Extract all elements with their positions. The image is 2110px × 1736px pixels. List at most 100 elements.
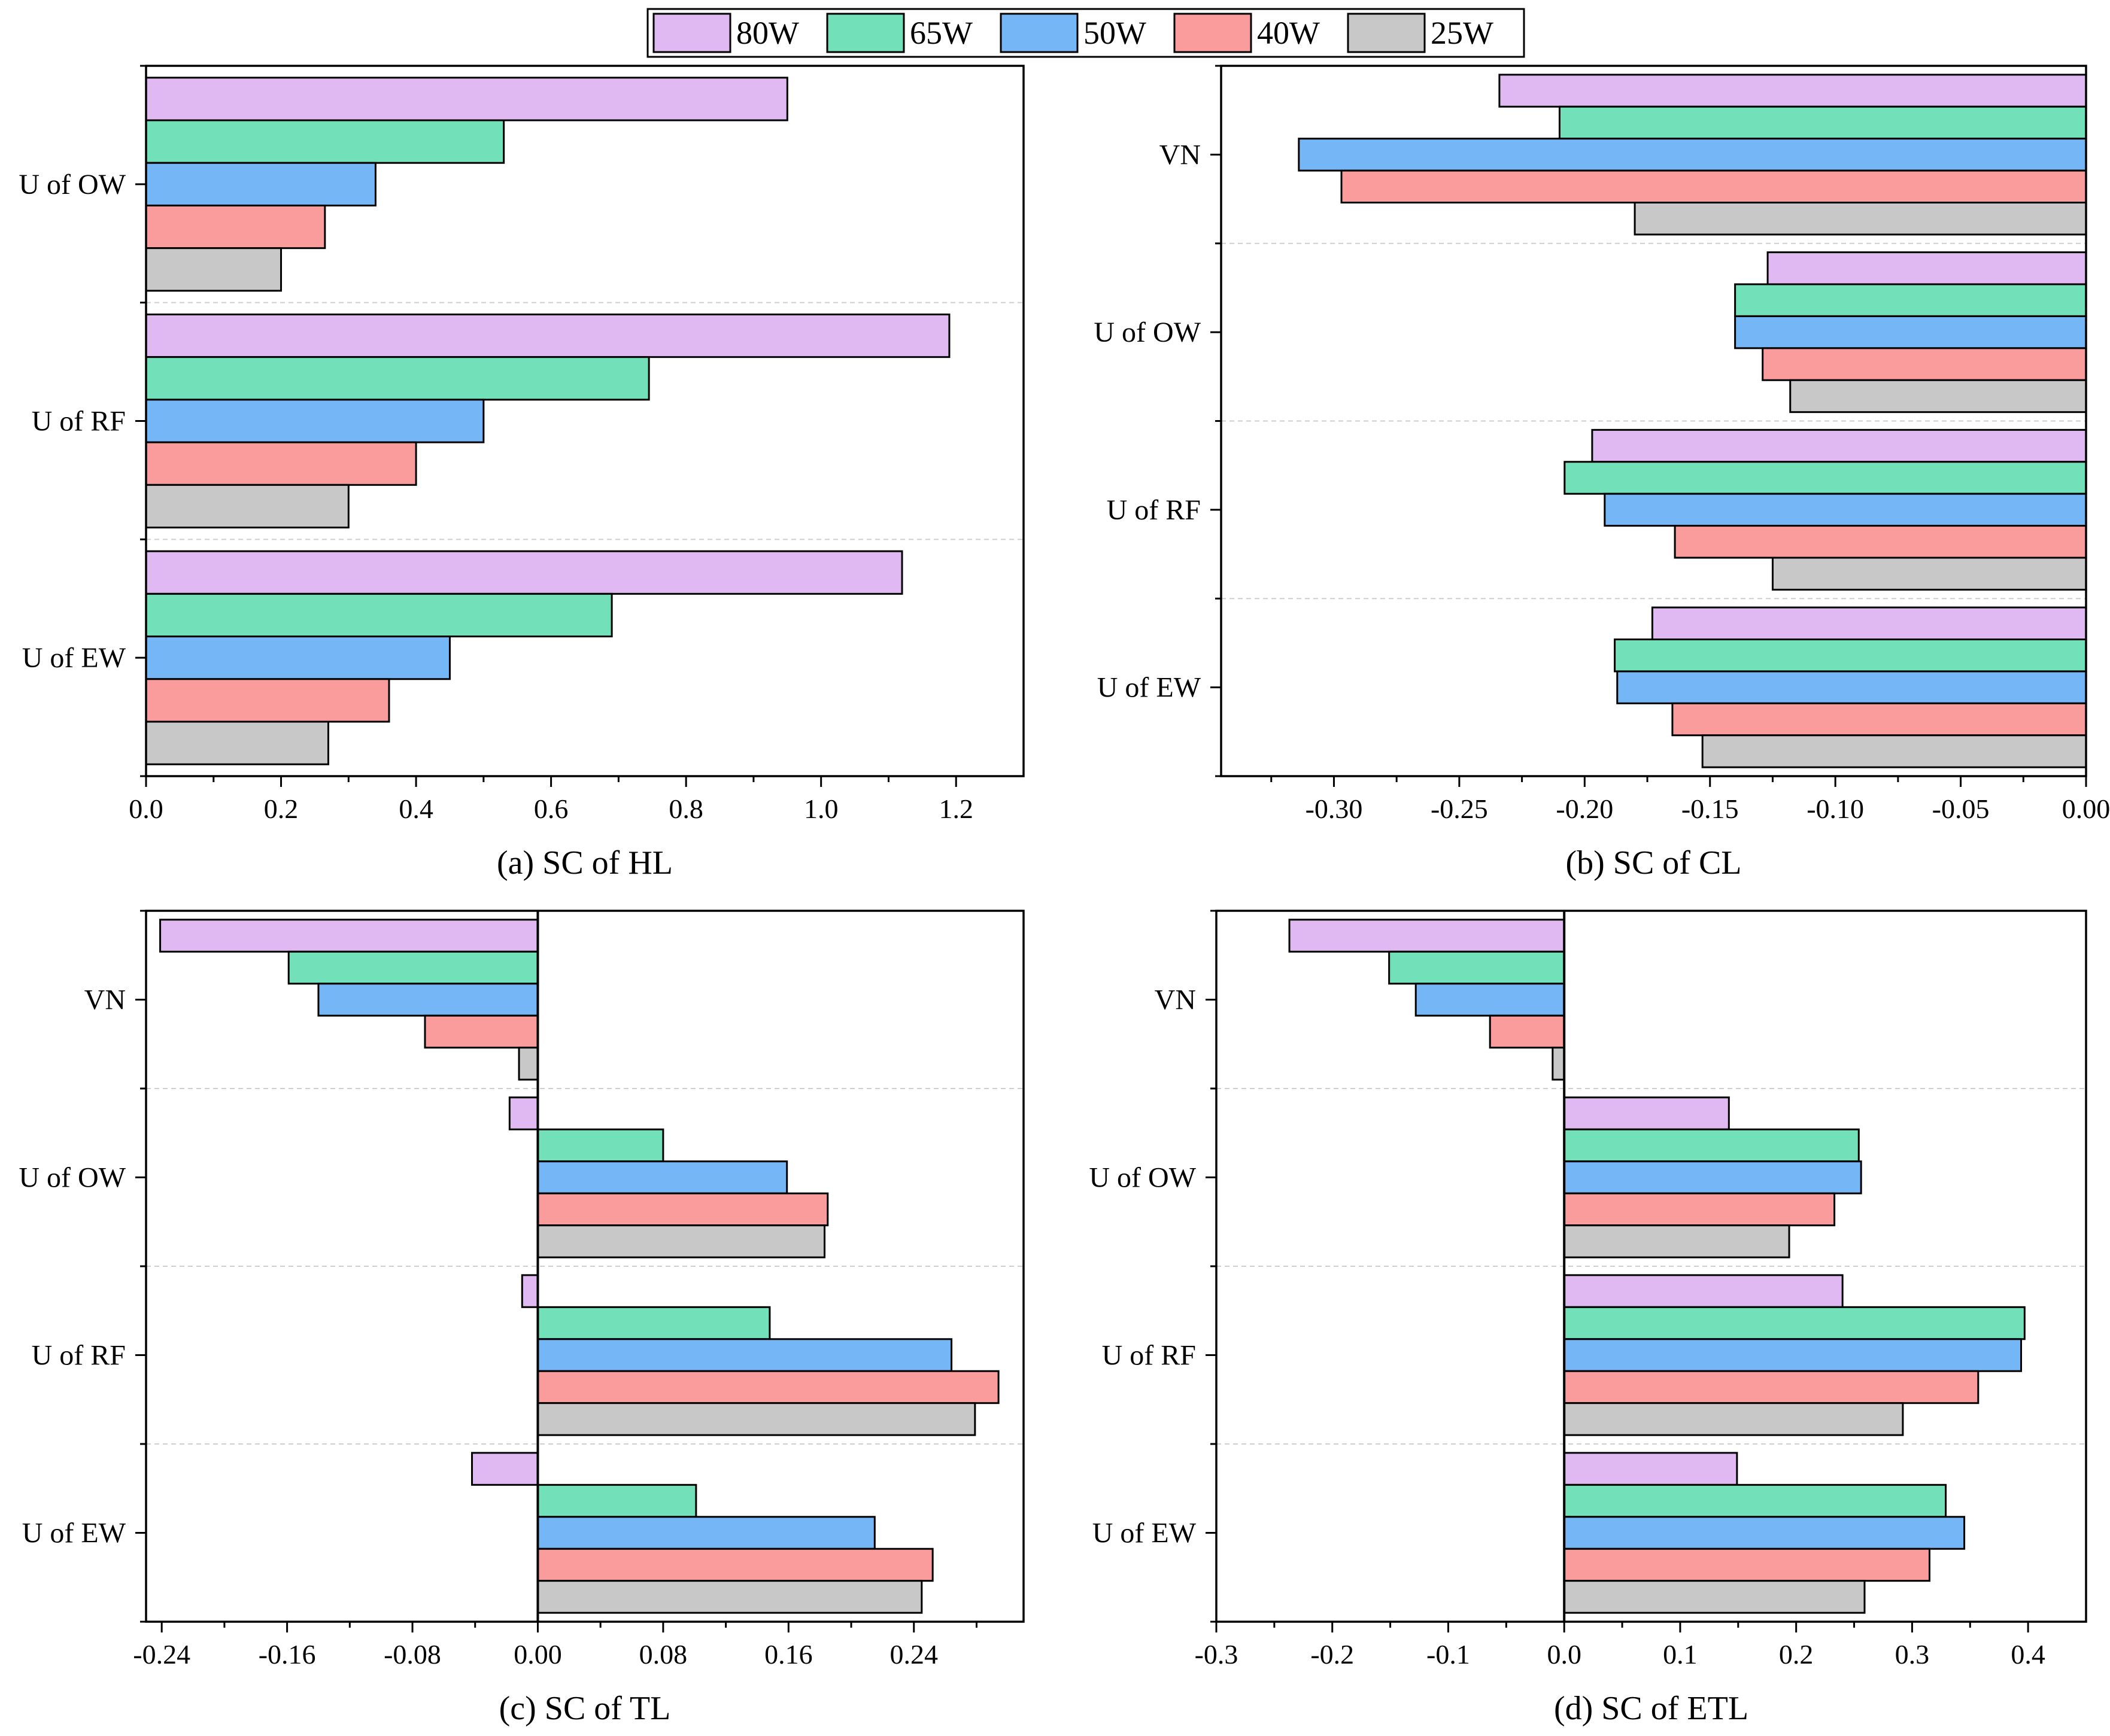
bar-40W-vn <box>1340 169 2087 203</box>
category-label: U of EW <box>22 642 126 674</box>
bar-80W-u-of-ew <box>471 1452 539 1486</box>
bar-65W-vn <box>1388 950 1565 985</box>
category-label: U of RF <box>32 406 126 437</box>
bar-80W-u-of-rf <box>145 313 951 358</box>
bar-40W-u-of-ow <box>1563 1192 1836 1227</box>
bar-40W-u-of-rf <box>145 441 417 486</box>
panel-caption: (b) SC of CL <box>1566 844 1742 881</box>
bar-50W-vn <box>317 983 539 1017</box>
legend-label-40W: 40W <box>1257 15 1320 51</box>
bar-80W-u-of-ow <box>1766 251 2087 285</box>
bar-25W-vn <box>1634 201 2087 236</box>
x-tick-label: 0.8 <box>669 793 703 824</box>
bar-80W-u-of-ew <box>1651 606 2087 641</box>
x-tick-label: -0.20 <box>1556 793 1613 824</box>
x-tick-label: 1.2 <box>939 793 973 824</box>
category-label: VN <box>1155 984 1196 1016</box>
bar-65W-u-of-ow <box>145 119 505 164</box>
bar-65W-u-of-rf <box>1563 461 2087 495</box>
x-tick-label: 0.0 <box>129 793 163 824</box>
category-label: U of EW <box>1092 1518 1197 1549</box>
x-tick-label: 0.0 <box>1547 1639 1581 1670</box>
bar-25W-u-of-rf <box>1771 557 2087 591</box>
x-tick-label: -0.08 <box>384 1639 441 1670</box>
bar-25W-u-of-ow <box>1789 379 2087 414</box>
legend-label-25W: 25W <box>1431 15 1493 51</box>
x-tick-label: -0.2 <box>1310 1639 1354 1670</box>
bar-65W-u-of-ew <box>536 1483 697 1518</box>
x-tick-label: 0.00 <box>2062 793 2110 824</box>
panel-tl: VN U of OW U of RF U of EW -0.24 -0.16 -0.08 0.… <box>19 910 1025 1727</box>
category-label: U of RF <box>1102 1340 1196 1372</box>
panel-etl: VN U of OW U of RF U of EW -0.3 -0.2 -0.1 0.0 0.… <box>1089 910 2087 1727</box>
bar-50W-u-of-ow <box>1563 1160 1862 1194</box>
bar-25W-vn <box>518 1047 539 1081</box>
bar-50W-u-of-rf <box>1563 1338 2023 1372</box>
bar-80W-u-of-rf <box>1563 1274 1844 1308</box>
panel-caption: (c) SC of TL <box>499 1690 671 1727</box>
legend-swatch-40W <box>1173 13 1252 53</box>
bar-80W-u-of-rf <box>521 1274 539 1308</box>
bar-50W-u-of-ew <box>1616 670 2087 704</box>
bar-25W-u-of-rf <box>1563 1402 1904 1436</box>
bar-25W-u-of-ew <box>536 1580 923 1614</box>
bar-25W-u-of-ow <box>145 247 283 292</box>
bar-50W-u-of-ew <box>145 636 451 680</box>
category-label: U of EW <box>22 1518 126 1549</box>
bar-40W-u-of-ow <box>145 204 326 250</box>
bar-40W-u-of-ew <box>1563 1547 1930 1582</box>
category-label: VN <box>1159 139 1201 171</box>
bar-25W-u-of-ew <box>145 720 329 765</box>
x-tick-label: 0.2 <box>1779 1639 1814 1670</box>
bar-25W-u-of-rf <box>536 1402 976 1436</box>
category-label: U of OW <box>1094 317 1201 348</box>
x-tick-label: 0.16 <box>764 1639 813 1670</box>
panel-cl: VN U of OW U of RF U of EW -0.30 -0.25 -0.20 -0… <box>1094 65 2110 881</box>
bar-40W-u-of-rf <box>1674 525 2087 559</box>
x-tick-label: -0.05 <box>1932 793 1990 824</box>
category-label: U of RF <box>1107 494 1201 526</box>
x-tick-label: 1.0 <box>804 793 839 824</box>
bar-50W-u-of-rf <box>1604 492 2087 527</box>
legend-swatch-50W <box>1000 13 1079 53</box>
category-label: U of OW <box>19 169 126 200</box>
bar-65W-u-of-ow <box>1563 1128 1860 1163</box>
x-tick-label: -0.3 <box>1195 1639 1238 1670</box>
x-tick-label: 0.1 <box>1663 1639 1698 1670</box>
bar-80W-u-of-ow <box>145 77 788 121</box>
x-tick-label: 0.24 <box>890 1639 939 1670</box>
legend-swatch-80W <box>652 13 731 53</box>
bar-25W-u-of-ew <box>1701 734 2087 768</box>
x-tick-label: -0.15 <box>1681 793 1739 824</box>
bar-80W-vn <box>159 919 539 953</box>
bar-50W-u-of-ow <box>536 1160 788 1194</box>
panel-caption: (a) SC of HL <box>497 844 673 881</box>
panel-caption: (d) SC of ETL <box>1554 1690 1748 1727</box>
category-label: VN <box>84 984 126 1016</box>
bar-50W-u-of-ew <box>1563 1516 1966 1550</box>
bar-65W-u-of-ew <box>1563 1483 1947 1518</box>
x-tick-label: -0.30 <box>1306 793 1363 824</box>
bar-80W-u-of-ow <box>508 1096 539 1130</box>
legend-swatch-65W <box>826 13 905 53</box>
bar-65W-vn <box>1558 105 2087 140</box>
bar-80W-vn <box>1498 74 2087 108</box>
bar-40W-u-of-ew <box>1671 702 2087 737</box>
bar-80W-u-of-ew <box>1563 1452 1738 1486</box>
bar-65W-u-of-ew <box>1614 639 2087 673</box>
bar-80W-vn <box>1288 919 1565 953</box>
panel-hl: U of OW U of RF U of EW 0.0 0.2 0.4 0.6 0.8 1.0 1… <box>19 65 1025 881</box>
bar-50W-u-of-rf <box>536 1338 953 1372</box>
x-tick-label: 0.4 <box>399 793 433 824</box>
bar-65W-u-of-rf <box>536 1306 771 1340</box>
x-tick-label: -0.10 <box>1807 793 1864 824</box>
bar-50W-u-of-rf <box>145 399 485 443</box>
bar-50W-vn <box>1414 983 1565 1017</box>
bar-50W-u-of-ew <box>536 1516 876 1550</box>
legend-label-80W: 80W <box>736 15 799 51</box>
bar-50W-u-of-ow <box>145 162 377 206</box>
x-tick-label: -0.16 <box>259 1639 316 1670</box>
bar-40W-u-of-ew <box>145 678 390 723</box>
legend-label-65W: 65W <box>910 15 973 51</box>
